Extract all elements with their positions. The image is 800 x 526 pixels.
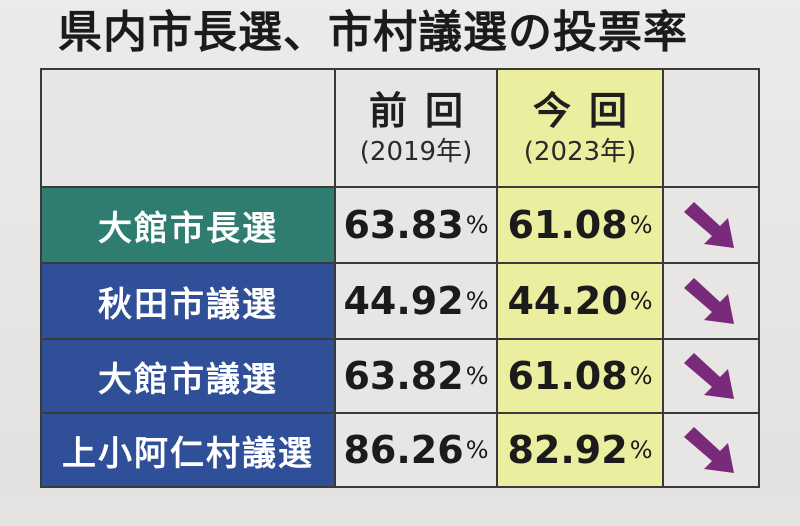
- current-turnout-value: 82.92: [507, 428, 628, 472]
- current-turnout: 44.20%: [498, 264, 662, 338]
- previous-turnout-value: 44.92: [343, 279, 464, 323]
- header-current: 今回 (2023年): [498, 70, 662, 186]
- down-right-arrow-icon: [684, 202, 734, 248]
- percent-unit: %: [465, 211, 489, 239]
- previous-turnout-value: 63.82: [343, 354, 464, 398]
- down-right-arrow-icon: [684, 278, 734, 324]
- grid-line: [42, 338, 758, 340]
- current-turnout-value: 44.20: [507, 279, 628, 323]
- down-right-arrow-icon: [684, 427, 734, 473]
- row-label: 秋田市議選: [42, 264, 334, 338]
- header-previous-label: 前回: [368, 89, 481, 133]
- previous-turnout: 63.83%: [336, 188, 496, 262]
- grid-line: [42, 412, 758, 414]
- trend-cell: [664, 264, 758, 338]
- current-turnout-value: 61.08: [507, 354, 628, 398]
- trend-cell: [664, 188, 758, 262]
- previous-turnout-value: 63.83: [343, 203, 464, 247]
- grid-line: [662, 70, 664, 486]
- percent-unit: %: [465, 362, 489, 390]
- current-turnout: 82.92%: [498, 414, 662, 486]
- previous-turnout-value: 86.26: [343, 428, 464, 472]
- current-turnout: 61.08%: [498, 188, 662, 262]
- header-trend-blank: [664, 70, 758, 186]
- grid-line: [42, 262, 758, 264]
- clipping-bottom-edge: [0, 495, 800, 526]
- percent-unit: %: [465, 287, 489, 315]
- down-right-arrow-icon: [684, 353, 734, 399]
- header-blank-cell: [42, 70, 334, 186]
- percent-unit: %: [629, 287, 653, 315]
- current-turnout-value: 61.08: [507, 203, 628, 247]
- header-previous-year: (2019年): [359, 137, 473, 167]
- percent-unit: %: [465, 436, 489, 464]
- header-previous: 前回 (2019年): [336, 70, 496, 186]
- previous-turnout: 86.26%: [336, 414, 496, 486]
- percent-unit: %: [629, 211, 653, 239]
- trend-cell: [664, 340, 758, 412]
- grid-line: [42, 186, 758, 188]
- grid-line: [334, 70, 336, 486]
- grid-line: [496, 70, 498, 486]
- header-current-label: 今回: [532, 89, 645, 133]
- trend-cell: [664, 414, 758, 486]
- current-turnout: 61.08%: [498, 340, 662, 412]
- row-label: 大館市長選: [42, 188, 334, 262]
- turnout-table: 前回 (2019年) 今回 (2023年) 大館市長選 63.83% 61.08…: [40, 68, 760, 488]
- row-label: 大館市議選: [42, 340, 334, 412]
- header-current-year: (2023年): [523, 137, 637, 167]
- percent-unit: %: [629, 362, 653, 390]
- percent-unit: %: [629, 436, 653, 464]
- previous-turnout: 44.92%: [336, 264, 496, 338]
- page-title: 県内市長選、市村議選の投票率: [58, 7, 688, 58]
- previous-turnout: 63.82%: [336, 340, 496, 412]
- row-label: 上小阿仁村議選: [42, 414, 334, 486]
